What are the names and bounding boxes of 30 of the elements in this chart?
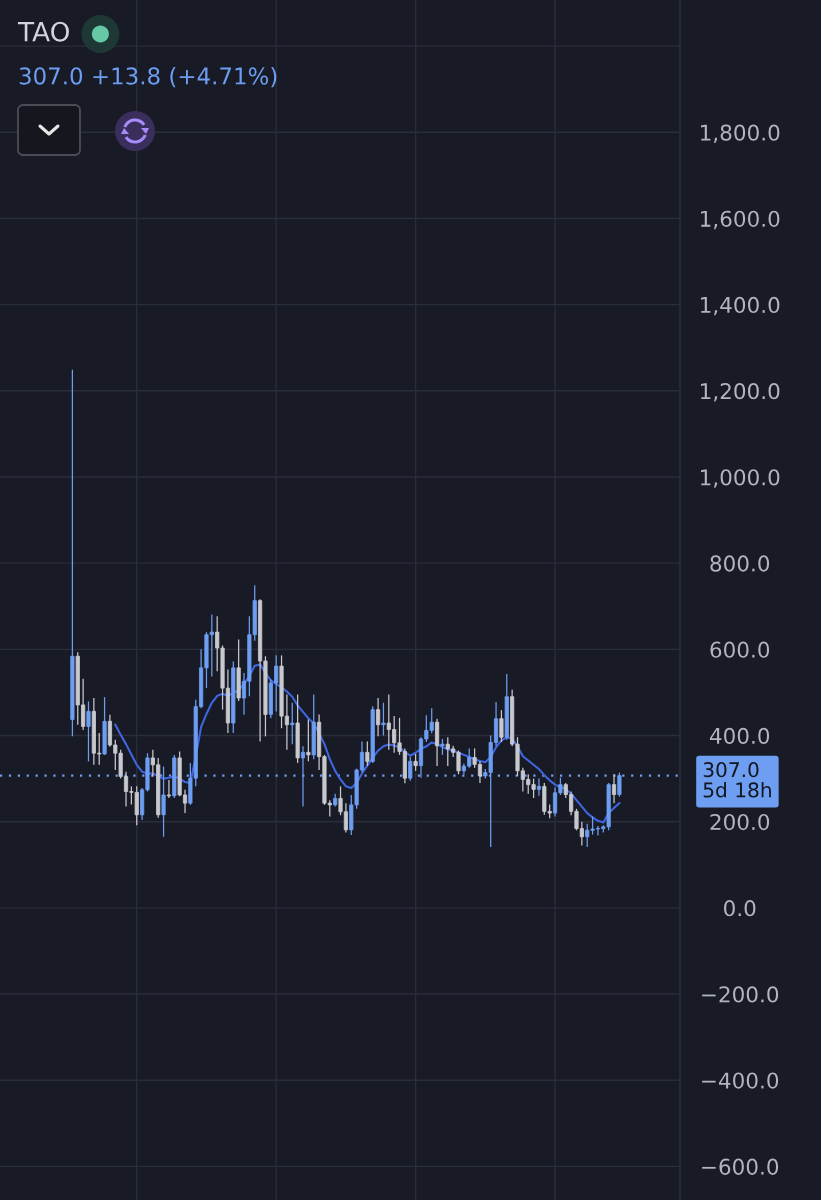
candlestick xyxy=(381,702,386,737)
candlestick xyxy=(611,773,617,804)
y-tick-label: 400.0 xyxy=(709,727,770,744)
y-tick-label: 1,800.0 xyxy=(701,124,780,143)
y-tick-label: 0.0 xyxy=(724,900,756,917)
y-tick-label: −200.0 xyxy=(702,986,779,1003)
candlestick xyxy=(434,718,440,767)
candlestick xyxy=(499,709,504,743)
text: 307.0 +13.8 (+4.71%) xyxy=(19,66,277,88)
line-series xyxy=(114,663,621,824)
candlestick xyxy=(365,740,370,767)
y-tick-label: 1,200.0 xyxy=(701,383,780,402)
y-tick-label: 600.0 xyxy=(710,641,770,658)
y-tick-label: 200.0 xyxy=(710,813,770,831)
candlestick xyxy=(86,700,91,762)
y-tick-label: −600.0 xyxy=(702,1158,779,1175)
y-tick-label: 800.0 xyxy=(710,555,770,572)
candlestick xyxy=(290,702,295,745)
y-tick-label: 1,600.0 xyxy=(701,210,780,230)
candlestick xyxy=(300,745,306,808)
candlestick xyxy=(306,718,311,762)
text: TAO xyxy=(17,21,69,42)
y-tick-label: −400.0 xyxy=(702,1072,779,1089)
y-tick-label: 1,400.0 xyxy=(701,296,780,316)
candlestick xyxy=(166,779,172,799)
ref-line-label: 307.0 5d 18h xyxy=(703,762,771,798)
candlestick xyxy=(375,697,381,737)
candlestick xyxy=(408,756,413,782)
y-tick-label: 1,000.0 xyxy=(701,469,780,488)
candlestick xyxy=(536,777,542,797)
